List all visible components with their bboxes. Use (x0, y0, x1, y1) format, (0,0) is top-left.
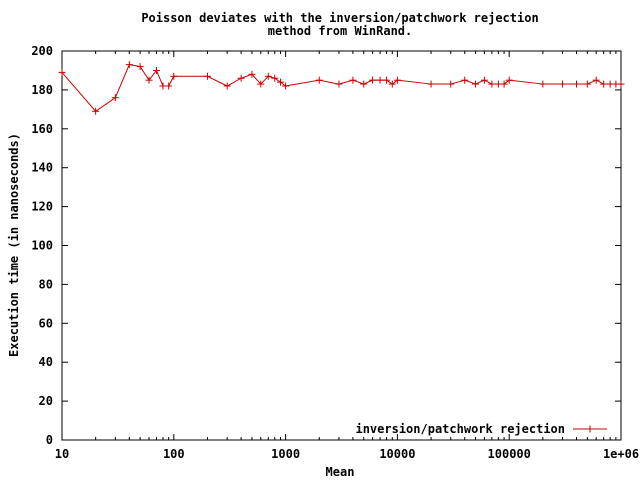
data-point (145, 76, 153, 84)
y-tick-label: 80 (39, 277, 53, 291)
data-point (111, 94, 119, 102)
x-tick-label: 10 (55, 447, 69, 461)
data-point (248, 70, 256, 78)
data-point (136, 63, 144, 71)
data-point (500, 80, 508, 88)
data-point (600, 80, 608, 88)
data-point (369, 76, 377, 84)
legend-label: inversion/patchwork rejection (355, 422, 565, 436)
series-layer (58, 61, 625, 115)
data-point (170, 72, 178, 80)
data-point (152, 66, 160, 74)
x-tick-label: 1e+06 (603, 447, 639, 461)
data-point (559, 80, 567, 88)
y-tick-label: 100 (31, 239, 53, 253)
chart-title-line-1: Poisson deviates with the inversion/patc… (141, 11, 538, 25)
data-point (583, 80, 591, 88)
x-axis-label: Mean (326, 465, 355, 479)
chart-title-line-2: method from WinRand. (268, 24, 413, 38)
data-point (480, 76, 488, 84)
data-point (165, 82, 173, 90)
series-line (61, 64, 621, 112)
data-point (427, 80, 435, 88)
y-tick-label: 140 (31, 161, 53, 175)
data-point (264, 72, 272, 80)
plot-frame (61, 50, 622, 441)
data-point (349, 76, 357, 84)
data-point (393, 76, 401, 84)
y-tick-label: 120 (31, 200, 53, 214)
data-point (276, 78, 284, 86)
y-tick-label: 20 (39, 394, 53, 408)
data-point (592, 76, 600, 84)
y-tick-label: 60 (39, 316, 53, 330)
data-point (447, 80, 455, 88)
x-axis-ticks: 10 100 1000 10000 100000 1e+06 (55, 51, 639, 461)
data-point (125, 61, 133, 69)
data-point (376, 76, 384, 84)
data-point (505, 76, 513, 84)
y-axis-ticks: 0 20 40 60 80 100 120 140 160 180 200 (31, 44, 621, 447)
data-point (617, 80, 625, 88)
y-tick-label: 200 (31, 44, 53, 58)
data-point (223, 82, 231, 90)
y-tick-label: 160 (31, 122, 53, 136)
data-point (488, 80, 496, 88)
y-tick-label: 0 (46, 433, 53, 447)
data-point (472, 80, 480, 88)
y-axis-label: Execution time (in nanoseconds) (7, 133, 21, 357)
legend-sample-line (573, 425, 607, 433)
data-point (271, 74, 279, 82)
y-tick-label: 40 (39, 355, 53, 369)
data-point (335, 80, 343, 88)
data-point (383, 76, 391, 84)
data-point (388, 80, 396, 88)
data-point (237, 74, 245, 82)
data-point (461, 76, 469, 84)
data-point (573, 80, 581, 88)
data-point (92, 107, 100, 115)
x-tick-label: 1000 (271, 447, 300, 461)
x-tick-label: 10000 (379, 447, 415, 461)
data-point (539, 80, 547, 88)
data-point (203, 72, 211, 80)
y-tick-label: 180 (31, 83, 53, 97)
data-point (315, 76, 323, 84)
x-tick-label: 100000 (488, 447, 531, 461)
data-point (58, 68, 66, 76)
x-tick-label: 100 (163, 447, 185, 461)
data-point (257, 80, 265, 88)
legend: inversion/patchwork rejection (355, 422, 607, 436)
data-point (360, 80, 368, 88)
data-point (282, 82, 290, 90)
